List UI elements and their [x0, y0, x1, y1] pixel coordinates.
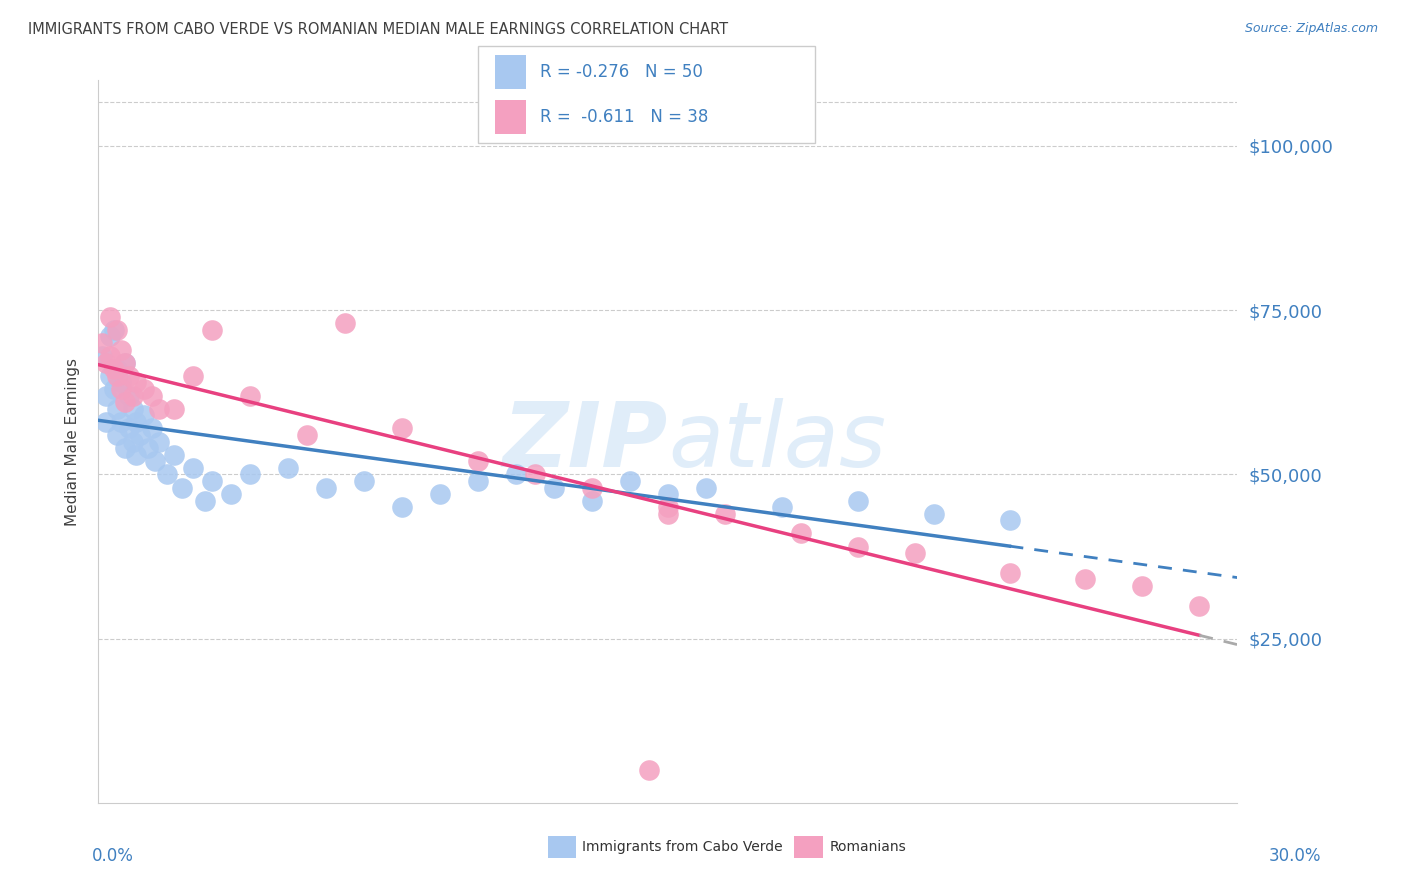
Y-axis label: Median Male Earnings: Median Male Earnings	[65, 358, 80, 525]
Point	[98, 368, 121, 383]
Point	[141, 388, 163, 402]
Point	[183, 460, 205, 475]
Point	[107, 362, 129, 376]
Point	[107, 401, 129, 416]
Point	[110, 376, 132, 390]
Point	[922, 507, 945, 521]
Point	[94, 388, 117, 402]
Point	[391, 500, 413, 515]
Point	[194, 493, 217, 508]
Point	[103, 362, 125, 376]
Point	[141, 421, 163, 435]
Point	[98, 349, 121, 363]
Point	[201, 323, 224, 337]
Point	[94, 356, 117, 370]
Point	[695, 481, 717, 495]
Point	[998, 513, 1021, 527]
Point	[201, 474, 224, 488]
Point	[1132, 579, 1154, 593]
Point	[1074, 573, 1097, 587]
Text: ZIP: ZIP	[502, 398, 668, 485]
Point	[524, 467, 547, 482]
Point	[125, 415, 148, 429]
Point	[98, 310, 121, 324]
Point	[467, 474, 489, 488]
Point	[619, 474, 641, 488]
Text: Romanians: Romanians	[830, 840, 907, 854]
Point	[581, 493, 603, 508]
Point	[132, 382, 155, 396]
Point	[98, 329, 121, 343]
Point	[543, 481, 565, 495]
Point	[114, 395, 136, 409]
Point	[114, 356, 136, 370]
Point	[1188, 599, 1211, 613]
Point	[183, 368, 205, 383]
Point	[114, 441, 136, 455]
Point	[118, 368, 141, 383]
Point	[91, 349, 114, 363]
Point	[129, 428, 152, 442]
Point	[156, 467, 179, 482]
Point	[657, 500, 679, 515]
Point	[170, 481, 193, 495]
Point	[121, 434, 143, 449]
Point	[118, 388, 141, 402]
Point	[239, 467, 262, 482]
Point	[91, 336, 114, 351]
Point	[94, 415, 117, 429]
Point	[136, 441, 159, 455]
Point	[846, 493, 869, 508]
Text: atlas: atlas	[668, 398, 886, 485]
Point	[714, 507, 737, 521]
Point	[118, 421, 141, 435]
Point	[148, 401, 170, 416]
Point	[998, 566, 1021, 580]
Text: 0.0%: 0.0%	[91, 847, 134, 865]
Text: Immigrants from Cabo Verde: Immigrants from Cabo Verde	[582, 840, 783, 854]
Point	[110, 343, 132, 357]
Text: 30.0%: 30.0%	[1270, 847, 1322, 865]
Point	[125, 376, 148, 390]
Point	[121, 401, 143, 416]
Text: IMMIGRANTS FROM CABO VERDE VS ROMANIAN MEDIAN MALE EARNINGS CORRELATION CHART: IMMIGRANTS FROM CABO VERDE VS ROMANIAN M…	[28, 22, 728, 37]
Point	[107, 323, 129, 337]
Text: R = -0.276   N = 50: R = -0.276 N = 50	[540, 63, 703, 81]
Point	[581, 481, 603, 495]
Point	[103, 323, 125, 337]
Point	[429, 487, 451, 501]
Point	[505, 467, 527, 482]
Point	[110, 415, 132, 429]
Point	[297, 428, 319, 442]
Point	[148, 434, 170, 449]
Point	[239, 388, 262, 402]
Point	[103, 382, 125, 396]
Point	[125, 448, 148, 462]
Text: Source: ZipAtlas.com: Source: ZipAtlas.com	[1244, 22, 1378, 36]
Point	[221, 487, 243, 501]
Point	[657, 507, 679, 521]
Point	[107, 428, 129, 442]
Point	[638, 763, 661, 777]
Text: R =  -0.611   N = 38: R = -0.611 N = 38	[540, 108, 709, 126]
Point	[335, 316, 357, 330]
Point	[121, 388, 143, 402]
Point	[107, 368, 129, 383]
Point	[110, 382, 132, 396]
Point	[163, 448, 186, 462]
Point	[114, 356, 136, 370]
Point	[132, 409, 155, 423]
Point	[145, 454, 167, 468]
Point	[277, 460, 299, 475]
Point	[657, 487, 679, 501]
Point	[904, 546, 927, 560]
Point	[353, 474, 375, 488]
Point	[846, 540, 869, 554]
Point	[770, 500, 793, 515]
Point	[163, 401, 186, 416]
Point	[315, 481, 337, 495]
Point	[391, 421, 413, 435]
Point	[790, 526, 813, 541]
Point	[467, 454, 489, 468]
